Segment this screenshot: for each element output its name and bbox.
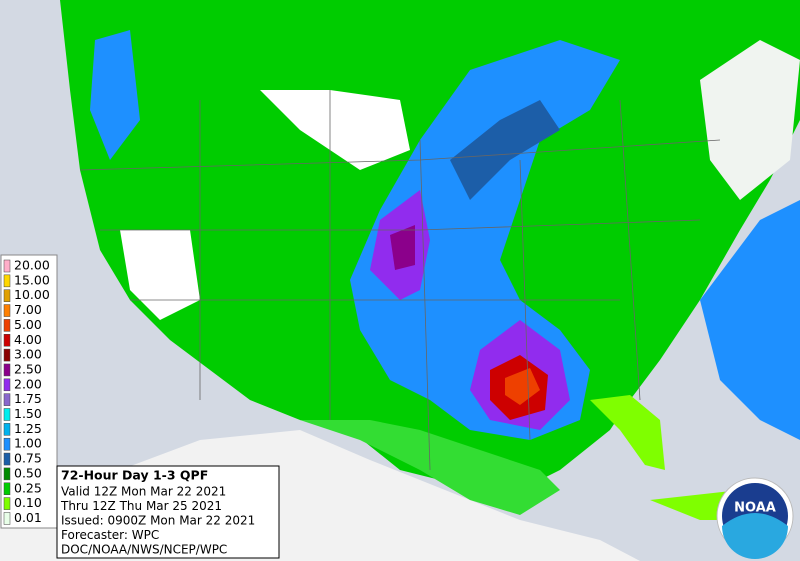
legend-label: 0.50 — [14, 465, 42, 480]
legend-swatch — [3, 274, 11, 288]
legend-label: 3.00 — [14, 347, 42, 362]
rain-dark-blue — [450, 100, 560, 200]
rain-blue — [700, 200, 800, 440]
rain-orange — [505, 368, 540, 405]
info-line: Valid 12Z Mon Mar 22 2021 — [61, 485, 226, 499]
legend-box — [0, 254, 58, 529]
legend-swatch — [3, 304, 11, 317]
rain-magenta — [390, 225, 415, 270]
legend-label: 15.00 — [14, 272, 50, 287]
legend-swatch — [3, 423, 11, 436]
legend-swatch — [3, 482, 11, 495]
legend-swatch — [3, 378, 11, 392]
info-box — [56, 465, 280, 559]
legend-swatch — [3, 363, 11, 377]
legend-swatch — [3, 512, 11, 525]
legend-swatch — [3, 319, 11, 332]
legend-label: 0.75 — [14, 451, 42, 466]
info-title: 72-Hour Day 1-3 QPF — [61, 468, 208, 483]
legend-label: 2.50 — [14, 361, 42, 376]
legend-label: 1.50 — [14, 406, 42, 421]
legend-label: 4.00 — [14, 332, 42, 347]
rain-blue — [90, 30, 140, 160]
legend-swatch — [3, 467, 11, 481]
info-line: Forecaster: WPC — [61, 528, 159, 542]
legend-label: 5.00 — [14, 317, 42, 332]
legend-swatch — [3, 452, 11, 466]
florida — [590, 395, 665, 470]
legend-label: 10.00 — [14, 287, 50, 302]
legend-label: 1.00 — [14, 436, 42, 451]
legend-label: 0.01 — [14, 510, 42, 525]
legend-swatch — [3, 259, 11, 273]
legend-label: 0.10 — [14, 495, 42, 510]
logo-text: NOAA — [734, 501, 776, 516]
logo-wave — [722, 513, 788, 559]
legend-swatch — [3, 289, 11, 302]
legend-label: 20.00 — [14, 258, 50, 273]
legend-swatch — [3, 497, 11, 510]
info-line: Issued: 0900Z Mon Mar 22 2021 — [61, 514, 255, 528]
legend-swatch — [3, 334, 11, 347]
legend-label: 1.75 — [14, 391, 42, 406]
dry-area — [700, 40, 800, 200]
legend-swatch — [3, 393, 11, 406]
legend-label: 0.25 — [14, 480, 42, 495]
dry-area — [120, 230, 200, 320]
legend-label: 1.25 — [14, 421, 42, 436]
dry-area — [260, 90, 410, 170]
legend-label: 7.00 — [14, 302, 42, 317]
info-line: DOC/NOAA/NWS/NCEP/WPC — [61, 543, 227, 557]
legend-swatch — [3, 348, 11, 362]
rain-blue — [350, 40, 620, 440]
info-line: Thru 12Z Thu Mar 25 2021 — [60, 499, 222, 513]
legend-swatch — [3, 437, 11, 451]
state-lines — [79, 90, 721, 471]
legend-label: 2.00 — [14, 376, 42, 391]
legend-swatch — [3, 408, 11, 421]
